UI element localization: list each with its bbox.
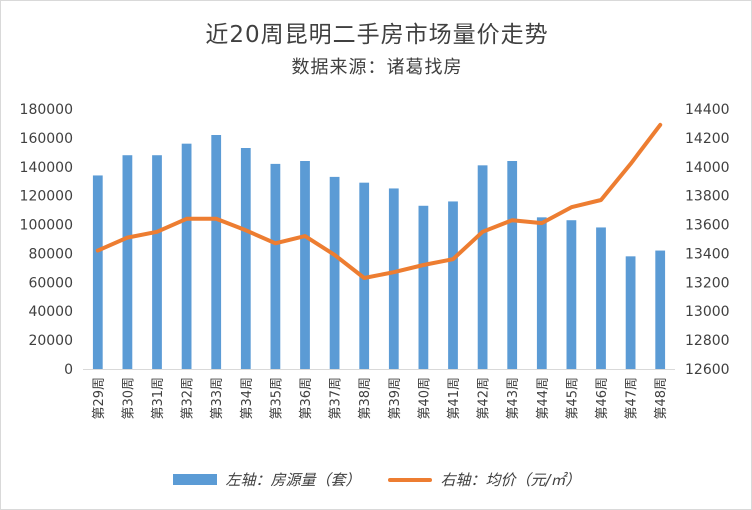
bar-listings [536,217,547,369]
chart-plot: 0 20000 40000 60000 80000 100000 120000 140000 1… [20,102,730,420]
x-tick-label: 第31周 [151,377,166,420]
chart-legend: 左轴：房源量（套） 右轴：均价（元/㎡） [1,469,752,490]
bar-listings [240,148,251,369]
x-tick-label: 第32周 [181,377,196,420]
x-tick-label: 第38周 [358,377,373,420]
x-tick-label: 第35周 [269,377,284,420]
x-tick-label: 第37周 [329,377,344,420]
x-tick-label: 第47周 [625,377,640,420]
bar-listings [211,135,222,369]
y-left-tick-label: 20000 [28,333,73,349]
bar-listings [329,176,340,369]
y-right-tick-label: 12800 [685,333,730,349]
y-right-tick-label: 13400 [685,246,730,262]
x-tick-label: 第48周 [654,377,669,420]
bar-listings [270,163,281,369]
x-tick-label: 第29周 [92,377,107,420]
chart-title: 近20周昆明二手房市场量价走势 [205,22,549,48]
bar-listings [566,220,577,369]
x-tick-label: 第41周 [447,377,462,420]
y-left-tick-label: 60000 [28,275,73,291]
x-tick-label: 第46周 [595,377,610,420]
y-right-tick-label: 13000 [685,304,730,320]
y-left-tick-label: 140000 [20,160,73,176]
y-right-tick-label: 13600 [685,218,730,234]
legend-label-listings: 左轴：房源量（套） [225,471,361,489]
x-tick-label: 第34周 [240,377,255,420]
x-tick-label: 第39周 [388,377,403,420]
x-tick-label: 第44周 [536,377,551,420]
y-right-tick-label: 13200 [685,275,730,291]
bar-listings [418,205,429,369]
bar-listings [181,143,192,369]
y-left-tick-label: 0 [64,362,73,378]
legend-item-listings: 左轴：房源量（套） [173,469,360,490]
bar-listings [92,175,103,369]
bar-listings [477,165,488,369]
bar-listings [596,227,606,369]
chart-subtitle: 数据来源：诸葛找房 [291,57,463,78]
x-tick-label: 第43周 [506,377,521,420]
bar-listings [300,161,310,369]
y-left-tick-label: 100000 [20,218,73,234]
bar-listings [655,250,666,369]
y-left-tick-label: 40000 [28,304,73,320]
bar-listings [388,188,399,369]
legend-item-price: 右轴：均价（元/㎡） [388,469,581,490]
line-avg-price [95,122,663,280]
x-tick-label: 第30周 [121,377,136,420]
y-left-tick-label: 160000 [20,131,73,147]
x-tick-label: 第40周 [417,377,432,420]
bar-listings [625,256,636,369]
x-tick-label: 第42周 [477,377,492,420]
y-right-tick-label: 13800 [685,189,730,205]
legend-swatch-bar [173,474,218,485]
x-tick-label: 第45周 [565,377,580,420]
y-right-tick-label: 12600 [685,362,730,378]
bar-listings [507,161,518,369]
y-right-tick-label: 14000 [685,160,730,176]
y-left-tick-label: 180000 [20,102,73,118]
bar-listings [152,155,162,369]
y-right-tick-label: 14200 [685,131,730,147]
bar-listings [122,155,133,369]
legend-label-price: 右轴：均价（元/㎡） [440,471,581,489]
legend-swatch-line [388,477,433,482]
y-right-tick-label: 14400 [685,102,730,118]
x-tick-label: 第36周 [299,377,314,420]
y-left-tick-label: 120000 [20,189,73,205]
x-tick-label: 第33周 [210,377,225,420]
y-left-tick-label: 80000 [28,246,73,262]
bar-listings [448,201,458,369]
